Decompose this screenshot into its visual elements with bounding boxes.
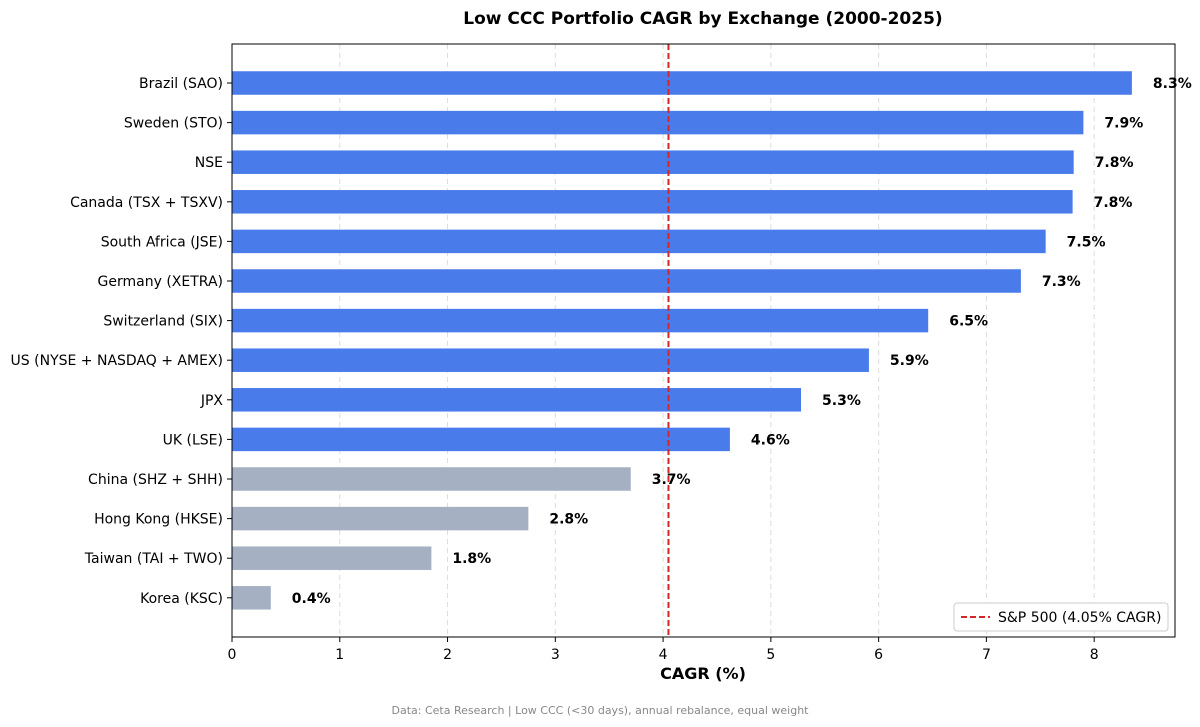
bar-jpx: [232, 388, 802, 412]
x-tick-label-3: 3: [551, 647, 560, 663]
legend-box: [953, 602, 1169, 632]
value-label-china-shz-shh: 3.7%: [652, 472, 691, 488]
bar-china-shz-shh: [232, 467, 631, 491]
value-label-uk-lse: 4.6%: [751, 432, 790, 448]
bar-taiwan-tai-two: [232, 546, 432, 570]
value-label-brazil-sao: 8.3%: [1153, 76, 1192, 92]
y-tick-label-uk-lse: UK (LSE): [163, 432, 223, 448]
y-tick-label-china-shz-shh: China (SHZ + SHH): [88, 472, 223, 488]
bar-south-africa-jse: [232, 229, 1046, 254]
y-tick-label-canada-tsx-tsxv: Canada (TSX + TSXV): [70, 195, 223, 211]
bar-brazil-sao: [232, 71, 1132, 95]
legend: S&P 500 (4.05% CAGR): [953, 602, 1169, 632]
y-tick-label-korea-ksc: Korea (KSC): [140, 591, 223, 607]
value-label-korea-ksc: 0.4%: [292, 591, 331, 607]
value-label-switzerland-six: 6.5%: [949, 314, 988, 330]
y-tick-label-us-nyse-nasdaq-amex: US (NYSE + NASDAQ + AMEX): [11, 353, 223, 369]
value-label-sweden-sto: 7.9%: [1104, 116, 1143, 132]
x-tick-label-4: 4: [659, 647, 668, 663]
bar-sweden-sto: [232, 110, 1084, 135]
footer-note: Data: Ceta Research | Low CCC (<30 days)…: [392, 704, 810, 717]
y-tick-label-switzerland-six: Switzerland (SIX): [103, 314, 223, 330]
x-tick-label-0: 0: [228, 647, 237, 663]
value-label-taiwan-tai-two: 1.8%: [452, 551, 491, 567]
y-tick-label-taiwan-tai-two: Taiwan (TAI + TWO): [84, 551, 223, 567]
x-tick-label-7: 7: [982, 647, 991, 663]
x-tick-label-1: 1: [335, 647, 344, 663]
y-tick-label-hong-kong-hkse: Hong Kong (HKSE): [94, 512, 223, 528]
y-tick-label-brazil-sao: Brazil (SAO): [139, 76, 223, 92]
x-tick-label-6: 6: [874, 647, 883, 663]
value-label-hong-kong-hkse: 2.8%: [549, 512, 588, 528]
bars-group: [232, 71, 1132, 610]
bar-us-nyse-nasdaq-amex: [232, 348, 869, 372]
value-label-germany-xetra: 7.3%: [1042, 274, 1081, 290]
y-tick-label-jpx: JPX: [200, 393, 224, 409]
x-tick-label-2: 2: [443, 647, 452, 663]
value-label-jpx: 5.3%: [822, 393, 861, 409]
value-label-canada-tsx-tsxv: 7.8%: [1094, 195, 1133, 211]
bar-hong-kong-hkse: [232, 506, 529, 531]
plot-frame: [231, 43, 1176, 638]
x-tick-label-5: 5: [766, 647, 775, 663]
bar-nse: [232, 150, 1074, 174]
y-tick-label-sweden-sto: Sweden (STO): [124, 116, 223, 132]
x-tick-label-8: 8: [1090, 647, 1099, 663]
value-label-nse: 7.8%: [1095, 155, 1134, 171]
value-label-us-nyse-nasdaq-amex: 5.9%: [890, 353, 929, 369]
value-label-south-africa-jse: 7.5%: [1067, 234, 1106, 250]
value-labels-group: 8.3% 7.9% 7.8% 7.8% 7.5% 7.3% 6.5% 5.9% 5.3% 4.6%…: [292, 76, 1192, 607]
x-axis: 0 1 2 3 4 5 6 7 8: [228, 637, 1099, 663]
x-axis-title: CAGR (%): [660, 664, 746, 683]
bar-canada-tsx-tsxv: [232, 190, 1073, 214]
bar-germany-xetra: [232, 269, 1021, 293]
bar-korea-ksc: [232, 586, 271, 610]
y-tick-label-nse: NSE: [195, 155, 223, 171]
bar-switzerland-six: [232, 308, 929, 333]
legend-label: S&P 500 (4.05% CAGR): [998, 610, 1161, 626]
y-tick-label-germany-xetra: Germany (XETRA): [98, 274, 223, 290]
bar-uk-lse: [232, 427, 730, 452]
y-tick-label-south-africa-jse: South Africa (JSE): [101, 234, 223, 250]
y-axis: Brazil (SAO) Sweden (STO) NSE Canada (TSX +…: [11, 76, 232, 607]
chart-title: Low CCC Portfolio CAGR by Exchange (2000…: [463, 9, 942, 29]
